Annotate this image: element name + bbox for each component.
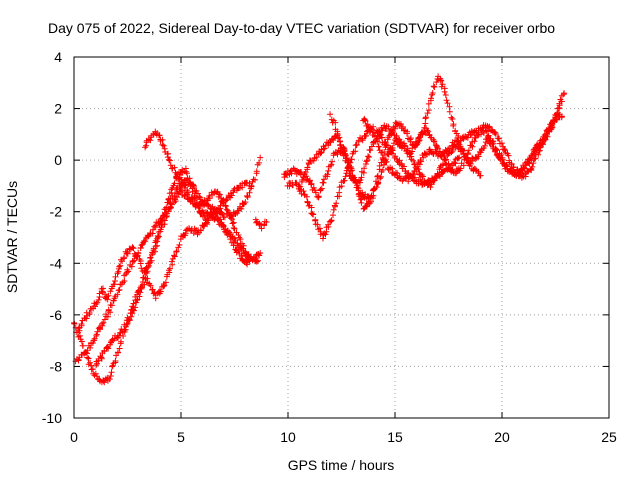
grid-lines (74, 57, 609, 418)
y-tick-label: 0 (54, 152, 62, 168)
series-track-i (296, 73, 565, 212)
y-tick-label: -8 (50, 358, 63, 374)
x-tick-labels: 0 5 10 15 20 25 (70, 429, 617, 445)
series-track-e (142, 128, 253, 264)
y-tick-label: -6 (50, 307, 63, 323)
point-markers-track-i (296, 73, 565, 212)
series-track-d (93, 186, 261, 369)
series-track-k (360, 90, 568, 185)
x-tick-label: 15 (387, 429, 403, 445)
x-axis-label: GPS time / hours (288, 457, 395, 473)
point-markers-track-e (142, 128, 253, 264)
y-tick-labels: -10 -8 -6 -4 -2 0 2 4 (42, 49, 62, 426)
y-axis-label: SDTVAR / TECUs (4, 181, 20, 293)
point-markers-track-d (93, 186, 261, 369)
x-tick-label: 0 (70, 429, 78, 445)
y-tick-label: 4 (54, 49, 62, 65)
x-tick-label: 10 (280, 429, 296, 445)
axis-ticks (73, 56, 610, 419)
x-tick-label: 25 (601, 429, 617, 445)
series-track-j (327, 111, 565, 187)
point-markers-track-j (327, 111, 565, 187)
y-tick-label: -4 (50, 255, 63, 271)
series-track-g (284, 123, 463, 242)
data-series (71, 73, 568, 386)
point-markers-track-f (252, 216, 270, 232)
plot-frame (73, 56, 610, 419)
series-track-f (252, 216, 270, 232)
point-markers-track-g (284, 123, 463, 242)
y-tick-label: -2 (50, 204, 63, 220)
point-markers-track-k (360, 90, 568, 185)
y-tick-label: -10 (42, 410, 62, 426)
chart-title: Day 075 of 2022, Sidereal Day-to-day VTE… (48, 20, 555, 36)
x-tick-label: 5 (177, 429, 185, 445)
x-tick-label: 20 (494, 429, 510, 445)
y-tick-label: 2 (54, 101, 62, 117)
